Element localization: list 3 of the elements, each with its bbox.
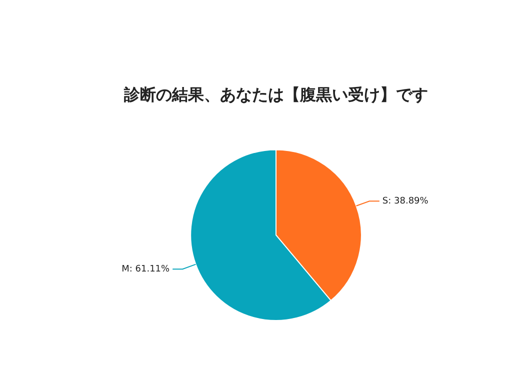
slice-label: S: 38.89% — [382, 196, 429, 206]
slice-label: M: 61.11% — [122, 264, 170, 274]
chart-title: 診断の結果、あなたは【腹黒い受け】です — [123, 84, 428, 104]
